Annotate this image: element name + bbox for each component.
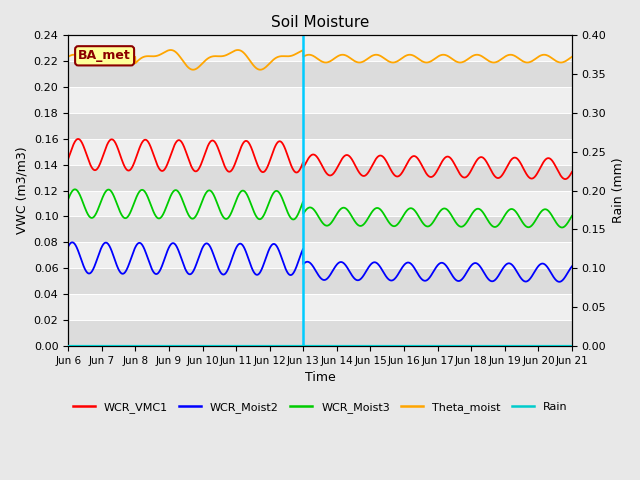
Bar (68, 216, 572, 242)
X-axis label: Time: Time (305, 371, 335, 384)
Bar (68, 165, 572, 191)
Bar (68, 294, 572, 320)
Bar (68, 139, 572, 165)
Y-axis label: Rain (mm): Rain (mm) (612, 158, 625, 223)
Text: BA_met: BA_met (78, 49, 131, 62)
Title: Soil Moisture: Soil Moisture (271, 15, 369, 30)
Bar (68, 36, 572, 61)
Bar (68, 113, 572, 139)
Bar (68, 320, 572, 346)
Bar (68, 191, 572, 216)
Y-axis label: VWC (m3/m3): VWC (m3/m3) (15, 147, 28, 234)
Bar (68, 268, 572, 294)
Bar (68, 61, 572, 87)
Bar (68, 87, 572, 113)
Legend: WCR_VMC1, WCR_Moist2, WCR_Moist3, Theta_moist, Rain: WCR_VMC1, WCR_Moist2, WCR_Moist3, Theta_… (68, 398, 572, 418)
Bar (68, 242, 572, 268)
